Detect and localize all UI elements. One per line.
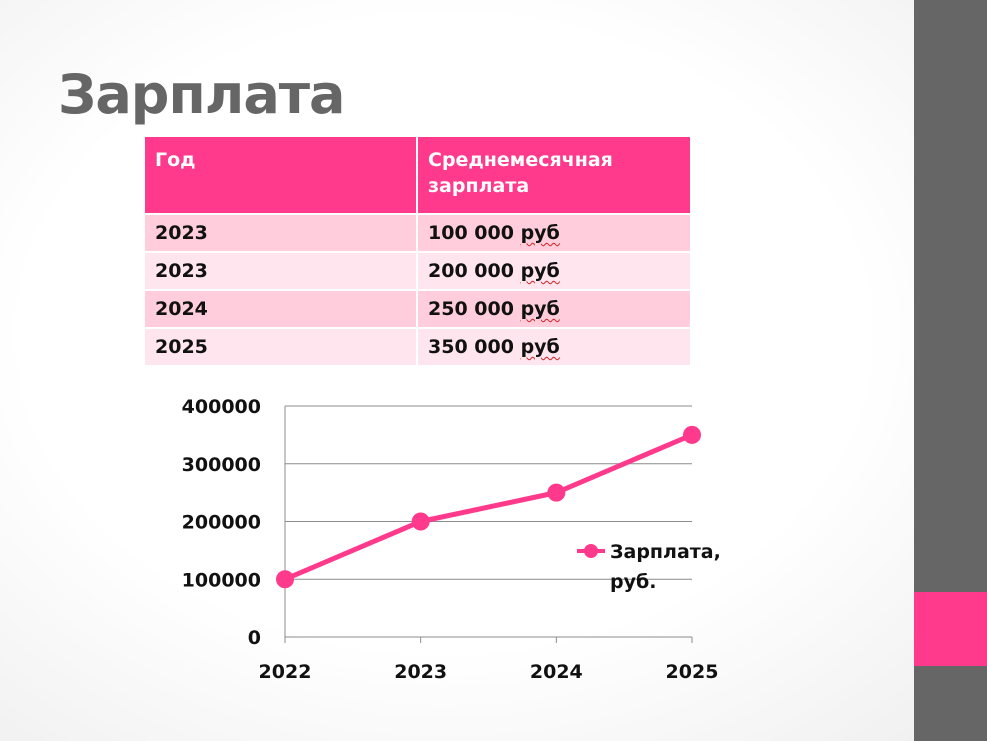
y-tick-label: 0 [248,627,261,649]
y-tick-label: 400000 [182,396,261,418]
legend-marker [584,544,598,558]
x-tick-label: 2023 [394,661,447,683]
x-tick-label: 2025 [666,661,719,683]
series-line [284,432,693,582]
cell-salary: 250 000 руб [416,289,692,329]
cell-year: 2023 [143,213,418,253]
data-point [411,512,430,531]
x-tick-label: 2024 [530,661,583,683]
salary-amount: 200 000 [428,260,514,282]
salary-unit: руб [520,298,560,320]
legend-label: Зарплата, руб. [610,541,721,593]
slide-title: Зарплата [58,63,345,126]
data-point [683,425,701,444]
cell-salary: 200 000 руб [416,251,692,291]
salary-amount: 250 000 [428,298,514,320]
sidebar-accent-block [914,592,987,666]
y-tick-label: 300000 [182,454,261,476]
table-row: 2023 200 000 руб [143,251,692,291]
table-header-row: Год Среднемесячная зарплата [143,135,692,215]
cell-salary: 350 000 руб [416,327,692,367]
salary-unit: руб [520,336,560,358]
header-salary: Среднемесячная зарплата [416,135,692,215]
y-tick-label: 200000 [182,512,261,534]
x-tick-label: 2022 [259,661,312,683]
salary-unit: руб [520,260,560,282]
cell-year: 2025 [143,327,418,367]
cell-year: 2024 [143,289,418,329]
header-year: Год [143,135,418,215]
table-row: 2025 350 000 руб [143,327,692,367]
cell-year: 2023 [143,251,418,291]
salary-amount: 100 000 [428,222,514,244]
salary-amount: 350 000 [428,336,514,358]
y-tick-label: 100000 [182,569,261,591]
cell-salary: 100 000 руб [416,213,692,253]
data-point [547,483,566,502]
salary-table: Год Среднемесячная зарплата 2023 100 000… [143,135,692,367]
table-row: 2024 250 000 руб [143,289,692,329]
salary-unit: руб [520,222,560,244]
table-row: 2023 100 000 руб [143,213,692,253]
data-point [276,570,294,589]
